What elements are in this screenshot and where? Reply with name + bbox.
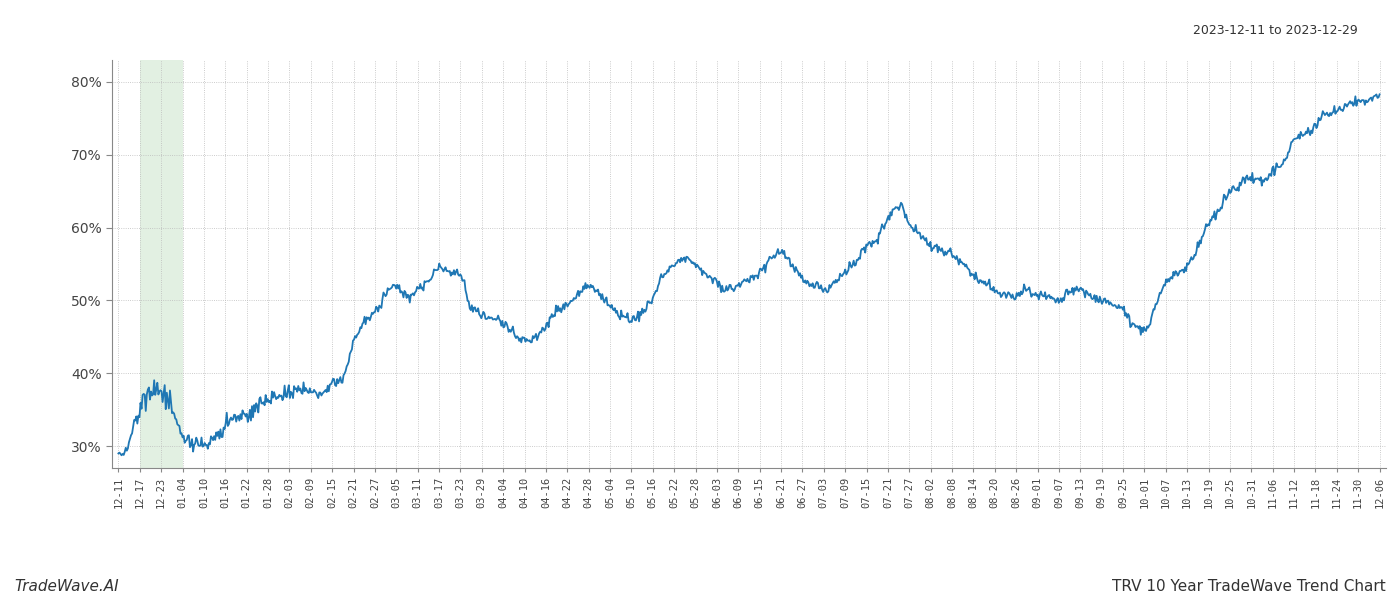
Text: 2023-12-11 to 2023-12-29: 2023-12-11 to 2023-12-29 — [1193, 24, 1358, 37]
Text: TRV 10 Year TradeWave Trend Chart: TRV 10 Year TradeWave Trend Chart — [1112, 579, 1386, 594]
Bar — [140, 60, 182, 468]
Text: TradeWave.AI: TradeWave.AI — [14, 579, 119, 594]
